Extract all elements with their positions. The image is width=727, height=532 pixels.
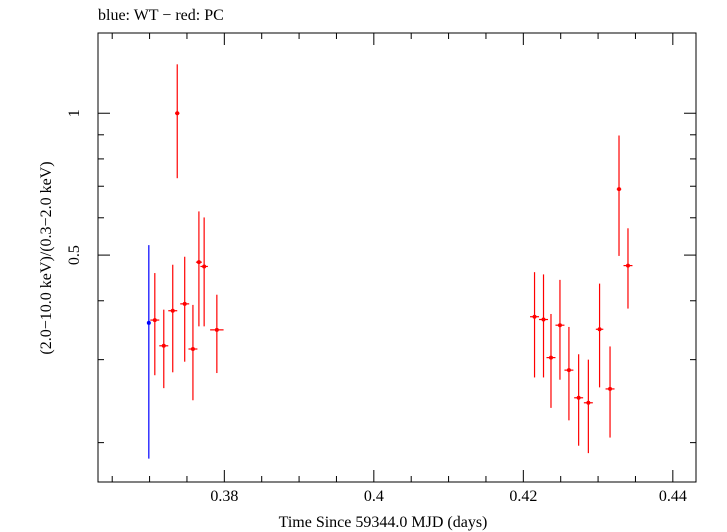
marker [196, 260, 201, 265]
data-point-pc [174, 64, 180, 179]
marker [586, 400, 591, 405]
data-point-pc [530, 272, 540, 378]
marker [190, 347, 195, 352]
marker [625, 263, 630, 268]
marker [202, 264, 207, 269]
marker [152, 318, 157, 323]
data-point-pc [564, 326, 574, 421]
marker [146, 320, 151, 325]
x-tick-label: 0.38 [210, 488, 238, 505]
data-point-pc [539, 274, 548, 378]
x-axis-label: Time Since 59344.0 MJD (days) [279, 514, 488, 531]
marker [182, 301, 187, 306]
data-point-pc [159, 309, 169, 389]
marker [161, 343, 166, 348]
marker [597, 327, 602, 332]
data-point-pc [574, 354, 584, 446]
plot-frame [97, 32, 697, 483]
marker [566, 368, 571, 373]
y-axis-label: (2.0−10.0 keV)/(0.3−2.0 keV) [38, 161, 55, 354]
data-point-pc [595, 283, 604, 388]
marker [557, 323, 562, 328]
y-axis: 0.51 [66, 109, 696, 444]
x-tick-label: 0.42 [509, 488, 537, 505]
data-point-pc [583, 359, 593, 454]
data-point-pc [555, 279, 565, 380]
marker [608, 386, 613, 391]
x-tick-label: 0.44 [659, 488, 687, 505]
marker [617, 187, 622, 192]
data-points [146, 64, 633, 459]
data-point-pc [616, 135, 622, 256]
marker [576, 395, 581, 400]
data-point-pc [188, 304, 198, 401]
marker [170, 308, 175, 313]
data-point-pc [168, 264, 178, 373]
data-point-pc [195, 211, 202, 327]
y-tick-label: 0.5 [66, 245, 83, 265]
data-point-pc [546, 313, 556, 408]
data-point-wt [146, 245, 151, 459]
data-point-pc [200, 217, 208, 327]
data-point-pc [150, 273, 160, 376]
marker [548, 355, 553, 360]
marker [214, 327, 219, 332]
marker [175, 111, 180, 116]
x-axis: 0.38 0.4 0.42 0.44 [111, 33, 687, 505]
data-point-pc [210, 294, 224, 374]
chart-title: blue: WT − red: PC [98, 7, 224, 24]
x-tick-label: 0.4 [364, 488, 384, 505]
y-tick-label: 1 [66, 109, 83, 117]
data-point-pc [605, 346, 615, 438]
marker [532, 314, 537, 319]
data-point-pc [623, 228, 633, 309]
data-point-pc [180, 256, 190, 362]
marker [541, 317, 546, 322]
